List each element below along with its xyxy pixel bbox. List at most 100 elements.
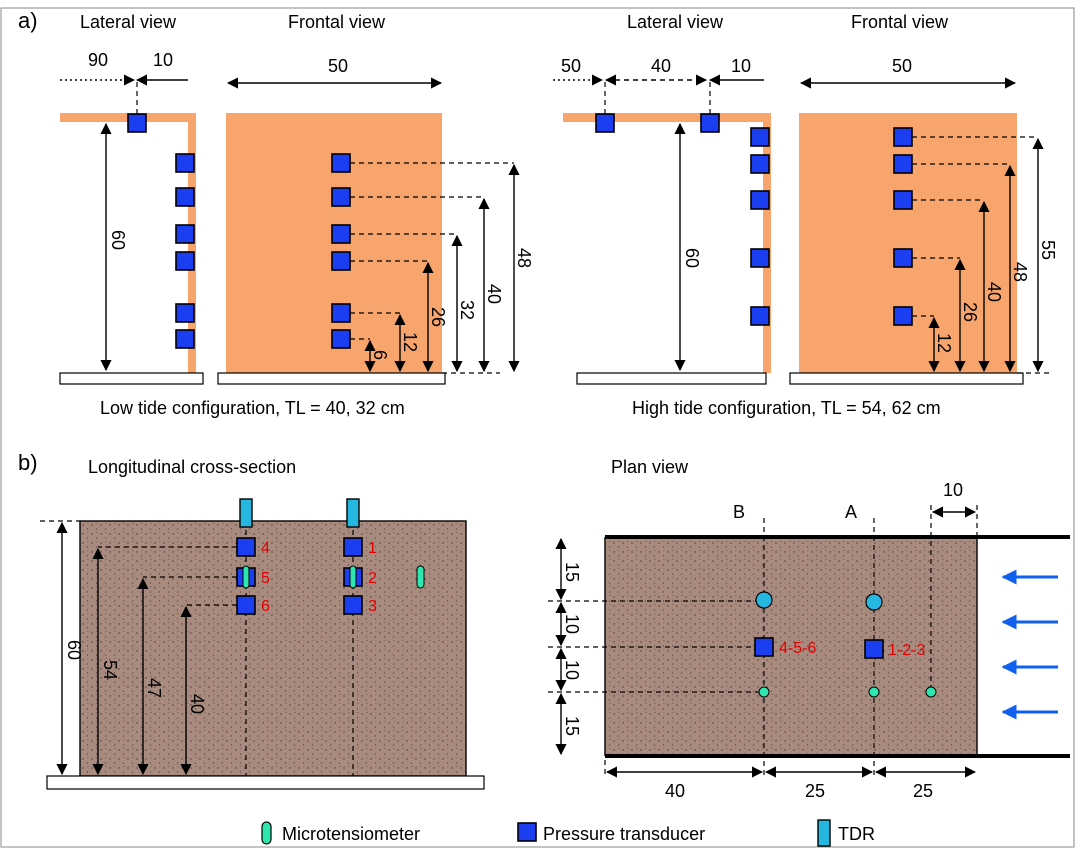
dim-label: 50 [328, 56, 348, 76]
plan-view: 10 B A 4-5-6 1-2-3 15 10 10 15 40 25 25 [548, 480, 1070, 801]
dim-label: 10 [562, 660, 582, 680]
pressure-transducer-marker [893, 127, 913, 147]
group-label: 4-5-6 [779, 640, 816, 657]
sensor-label: 6 [261, 598, 270, 615]
right-frontal-view: 50 12 26 40 48 55 [789, 56, 1058, 385]
base-plate [46, 775, 485, 790]
line-label-b: B [733, 502, 745, 522]
dim-label: 60 [64, 640, 84, 660]
panel-a-label: a) [18, 8, 38, 33]
microtensiometer-legend-icon [261, 821, 272, 845]
cross-section: 4 5 6 1 2 3 60 54 47 40 [40, 498, 485, 790]
sensor-label: 5 [261, 570, 270, 587]
tdr-probe [239, 498, 253, 528]
microtensiometer-marker [868, 686, 880, 698]
base-plate [217, 372, 446, 385]
dim-label: 90 [88, 50, 108, 70]
line-label-a: A [845, 502, 857, 522]
legend: Microtensiometer Pressure transducer TDR [261, 819, 875, 847]
dim-label: 15 [562, 562, 582, 582]
tdr-probe [346, 498, 360, 528]
legend-tdr: TDR [838, 824, 875, 844]
pressure-transducer-legend-icon [517, 822, 537, 842]
group-label: 1-2-3 [888, 642, 925, 659]
dim-label: 10 [943, 480, 963, 500]
pressure-transducer-marker [893, 248, 913, 268]
pressure-transducer-marker [893, 306, 913, 326]
right-lateral-title: Lateral view [627, 12, 724, 32]
left-caption: Low tide configuration, TL = 40, 32 cm [100, 398, 405, 418]
pressure-transducer-marker [236, 595, 256, 615]
dim-label: 10 [562, 614, 582, 634]
pressure-transducer-marker [236, 537, 256, 557]
pressure-transducer-marker [175, 329, 195, 349]
dim-label: 50 [561, 56, 581, 76]
right-frontal-title: Frontal view [851, 12, 949, 32]
tdr-legend-icon [817, 819, 831, 847]
microtensiometer-marker [349, 565, 357, 589]
dim-label: 40 [984, 282, 1004, 302]
dim-label: 60 [108, 230, 128, 250]
pressure-transducer-marker [331, 329, 351, 349]
dim-label: 10 [153, 50, 173, 70]
pressure-transducer-marker [750, 306, 770, 326]
tdr-marker [755, 591, 773, 609]
pressure-transducer-marker [893, 190, 913, 210]
dim-label: 55 [1038, 240, 1058, 260]
dim-label: 40 [651, 56, 671, 76]
base-plate [59, 372, 204, 385]
dim-label: 10 [731, 56, 751, 76]
dim-label: 6 [370, 350, 390, 360]
pressure-transducer-marker [700, 113, 720, 133]
sensor-label: 4 [261, 540, 270, 557]
pressure-transducer-marker [331, 224, 351, 244]
pressure-transducer-marker [175, 303, 195, 323]
tdr-marker [865, 593, 883, 611]
pressure-transducer-marker [893, 154, 913, 174]
pressure-transducer-marker [343, 595, 363, 615]
dim-label: 25 [805, 781, 825, 801]
microtensiometer-marker [242, 565, 250, 589]
dim-label: 40 [187, 694, 207, 714]
pressure-transducer-marker [331, 187, 351, 207]
base-plate [576, 372, 767, 385]
pressure-transducer-marker [754, 637, 774, 657]
pressure-transducer-marker [331, 153, 351, 173]
panel-b-label: b) [18, 450, 38, 475]
right-lateral-view: 50 40 10 60 [553, 56, 771, 385]
pressure-transducer-marker [175, 153, 195, 173]
legend-microtensiometer: Microtensiometer [282, 824, 420, 844]
left-lateral-view: 90 10 60 [59, 50, 204, 385]
dim-label: 26 [428, 307, 448, 327]
dim-label: 40 [665, 781, 685, 801]
dim-label: 15 [562, 716, 582, 736]
dim-label: 60 [682, 248, 702, 268]
pressure-transducer-marker [343, 537, 363, 557]
sensor-label: 3 [368, 598, 377, 615]
pressure-transducer-marker [331, 251, 351, 271]
plan-view-title: Plan view [611, 457, 689, 477]
sensor-label: 1 [368, 540, 377, 557]
dim-label: 48 [1010, 262, 1030, 282]
dim-label: 32 [457, 300, 477, 320]
microtensiometer-marker [925, 686, 937, 698]
pressure-transducer-marker [750, 127, 770, 147]
pressure-transducer-marker [331, 303, 351, 323]
dim-label: 40 [484, 284, 504, 304]
pressure-transducer-marker [595, 113, 615, 133]
left-frontal-title: Frontal view [288, 12, 386, 32]
pressure-transducer-marker [175, 251, 195, 271]
pressure-transducer-marker [127, 113, 147, 133]
dim-label: 48 [514, 248, 534, 268]
sensor-label: 2 [368, 570, 377, 587]
dim-label: 26 [960, 302, 980, 322]
pressure-transducer-marker [175, 187, 195, 207]
pressure-transducer-marker [750, 190, 770, 210]
figure-frame [0, 7, 1075, 848]
dim-label: 54 [100, 660, 120, 680]
microtensiometer-marker [416, 565, 425, 589]
dim-label: 12 [400, 332, 420, 352]
base-plate [789, 372, 1024, 385]
cross-section-title: Longitudinal cross-section [88, 457, 296, 477]
